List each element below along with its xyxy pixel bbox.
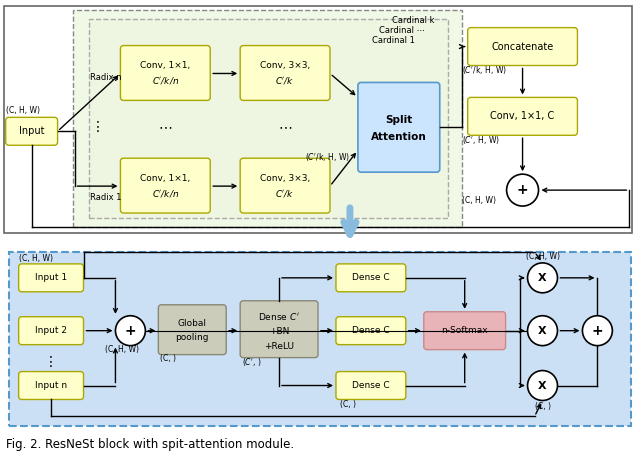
Text: Input 2: Input 2 [35, 326, 67, 335]
Text: +ReLU: +ReLU [264, 342, 294, 351]
Text: $C'$/k/n: $C'$/k/n [152, 187, 179, 198]
Text: +: + [516, 183, 529, 197]
Text: Input 1: Input 1 [35, 273, 67, 283]
Text: Cardinal k: Cardinal k [392, 15, 435, 25]
Text: Conv, 3×3,: Conv, 3×3, [260, 174, 310, 182]
Text: ($C'$/k, H, W): ($C'$/k, H, W) [461, 65, 507, 76]
Text: Fig. 2. ResNeSt block with spit-attention module.: Fig. 2. ResNeSt block with spit-attentio… [6, 438, 294, 451]
FancyBboxPatch shape [240, 158, 330, 213]
Text: ⋯: ⋯ [278, 120, 292, 134]
Circle shape [115, 316, 145, 346]
FancyBboxPatch shape [19, 317, 83, 344]
Text: Conv, 3×3,: Conv, 3×3, [260, 61, 310, 70]
Text: Radix n: Radix n [90, 73, 121, 82]
FancyBboxPatch shape [240, 301, 318, 358]
Bar [88, 19, 448, 218]
FancyBboxPatch shape [19, 372, 83, 399]
Text: Cardinal ⋯: Cardinal ⋯ [379, 25, 425, 35]
Text: Dense C: Dense C [352, 381, 390, 390]
Circle shape [527, 263, 557, 293]
FancyBboxPatch shape [19, 264, 83, 292]
Bar [4, 5, 632, 233]
Text: n-Softmax: n-Softmax [442, 326, 488, 335]
Text: ($C'$/k, H, W): ($C'$/k, H, W) [305, 151, 351, 163]
Bar [9, 252, 631, 426]
Text: (C, ): (C, ) [340, 400, 356, 409]
Text: (C, ): (C, ) [161, 354, 177, 363]
FancyBboxPatch shape [6, 117, 58, 145]
Circle shape [507, 174, 538, 206]
Text: Input: Input [19, 126, 44, 136]
Text: ⋮: ⋮ [44, 354, 58, 369]
Text: Cardinal 1: Cardinal 1 [372, 35, 415, 45]
Text: pooling: pooling [175, 333, 209, 342]
FancyBboxPatch shape [120, 158, 210, 213]
Text: (C, H, W): (C, H, W) [461, 196, 496, 205]
Circle shape [527, 316, 557, 346]
Text: Attention: Attention [371, 132, 427, 142]
FancyBboxPatch shape [336, 372, 406, 399]
Text: Dense $C'$: Dense $C'$ [258, 311, 300, 322]
FancyBboxPatch shape [424, 312, 506, 349]
Text: $C'$/k/n: $C'$/k/n [152, 75, 179, 86]
FancyBboxPatch shape [120, 46, 210, 101]
FancyBboxPatch shape [336, 317, 406, 344]
Text: +: + [591, 324, 604, 338]
Text: ($C'$, ): ($C'$, ) [242, 356, 262, 368]
Text: $C'$/k: $C'$/k [275, 75, 295, 86]
Text: Global: Global [178, 319, 207, 328]
Text: ⋯: ⋯ [158, 120, 172, 134]
Text: (C, ): (C, ) [534, 402, 550, 411]
FancyBboxPatch shape [358, 82, 440, 172]
Text: (C, H, W): (C, H, W) [106, 345, 140, 354]
Text: +BN: +BN [269, 327, 289, 336]
FancyBboxPatch shape [468, 28, 577, 66]
Circle shape [527, 370, 557, 400]
Bar [72, 10, 461, 227]
Text: X: X [538, 380, 547, 390]
Text: Input n: Input n [35, 381, 67, 390]
FancyBboxPatch shape [158, 305, 226, 354]
Text: Conv, 1×1,: Conv, 1×1, [140, 61, 191, 70]
Text: X: X [538, 273, 547, 283]
Text: Dense C: Dense C [352, 326, 390, 335]
Text: (C, H, W): (C, H, W) [6, 106, 40, 115]
Text: (C, H, W): (C, H, W) [525, 253, 559, 262]
Text: ($C'$, H, W): ($C'$, H, W) [461, 134, 500, 146]
Text: (C, H, W): (C, H, W) [19, 254, 52, 263]
Text: +: + [125, 324, 136, 338]
FancyBboxPatch shape [468, 97, 577, 135]
Text: Split: Split [385, 115, 412, 125]
Text: Concatenate: Concatenate [492, 41, 554, 51]
Text: $C'$/k: $C'$/k [275, 187, 295, 198]
FancyBboxPatch shape [240, 46, 330, 101]
Text: Conv, 1×1,: Conv, 1×1, [140, 174, 191, 182]
Text: Radix 1: Radix 1 [90, 192, 121, 202]
FancyBboxPatch shape [336, 264, 406, 292]
Text: ⋮: ⋮ [90, 120, 104, 134]
Text: Conv, 1×1, C: Conv, 1×1, C [490, 111, 555, 121]
Text: Dense C: Dense C [352, 273, 390, 283]
Circle shape [582, 316, 612, 346]
Text: X: X [538, 326, 547, 336]
